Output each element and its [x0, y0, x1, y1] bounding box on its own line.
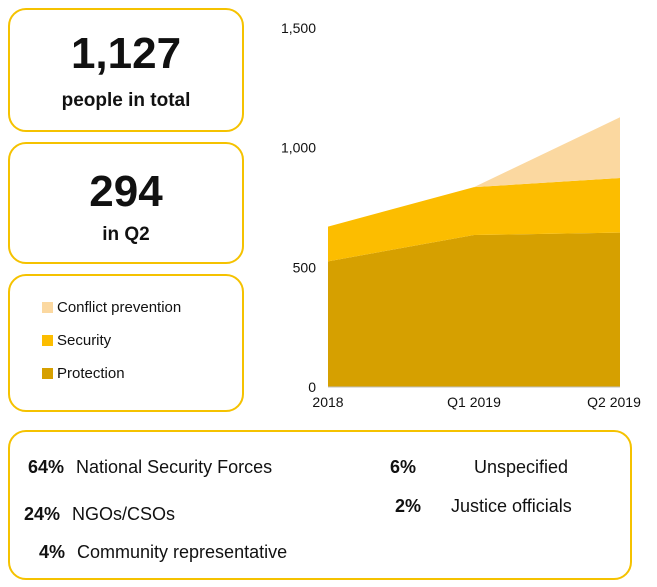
y-tick-label: 1,500 — [281, 20, 316, 36]
legend-swatch-conflict-prevention — [42, 302, 53, 313]
stat-pct: 2% — [395, 496, 422, 516]
stat-pct: 24% — [24, 504, 61, 524]
legend-item-security: Security — [42, 332, 111, 349]
area-security — [328, 178, 620, 262]
stat-national-security-forces: 64% National Security Forces — [28, 457, 272, 478]
legend-swatch-protection — [42, 368, 53, 379]
stat-ngos-csos: 24% NGOs/CSOs — [24, 504, 175, 525]
y-tick-label: 0 — [308, 379, 316, 395]
total-people-card: 1,127 people in total — [8, 8, 244, 132]
q2-people-card: 294 in Q2 — [8, 142, 244, 264]
legend-item-conflict-prevention: Conflict prevention — [42, 299, 181, 316]
x-tick-label: Q1 2019 — [447, 394, 501, 410]
legend-label-protection: Protection — [57, 365, 125, 382]
stat-pct: 6% — [390, 457, 417, 477]
x-tick-label: Q2 2019 — [587, 394, 641, 410]
y-tick-label: 500 — [293, 259, 317, 275]
stat-pct: 64% — [28, 457, 65, 477]
legend-item-protection: Protection — [42, 365, 125, 382]
x-tick-label: 2018 — [312, 394, 343, 410]
legend-swatch-security — [42, 335, 53, 346]
stat-unspecified: 6% Unspecified — [390, 457, 568, 478]
stat-label: Unspecified — [474, 457, 569, 477]
total-people-value: 1,127 — [70, 29, 182, 78]
stat-community-representative: 4% Community representative — [39, 542, 287, 563]
stacked-area-chart: 0 500 1,000 1,500 2018 Q1 2019 Q2 2019 — [281, 20, 641, 410]
area-conflict-prevention — [328, 117, 620, 227]
stat-label: NGOs/CSOs — [72, 504, 176, 524]
stat-justice-officials: 2% Justice officials — [395, 496, 572, 517]
legend: Conflict prevention Security Protection — [8, 274, 244, 412]
legend-label-security: Security — [57, 332, 112, 349]
area-protection — [328, 232, 620, 387]
stat-pct: 4% — [39, 542, 66, 562]
stakeholder-breakdown: 64% National Security Forces 24% NGOs/CSOs… — [8, 430, 632, 580]
stat-label: National Security Forces — [76, 457, 273, 477]
y-tick-label: 1,000 — [281, 140, 316, 156]
stat-label: Justice officials — [451, 496, 572, 516]
q2-people-value: 294 — [89, 167, 163, 216]
stat-label: Community representative — [77, 542, 288, 562]
total-people-label: people in total — [61, 90, 191, 111]
q2-people-label: in Q2 — [102, 224, 150, 245]
legend-label-conflict-prevention: Conflict prevention — [57, 299, 182, 316]
